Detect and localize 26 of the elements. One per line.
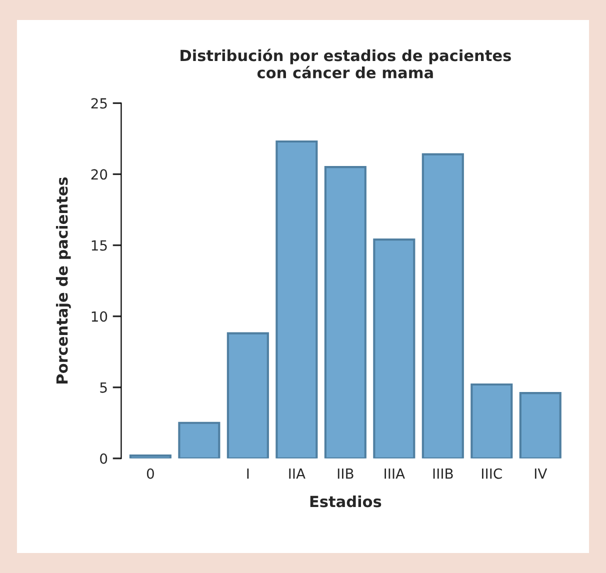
y-tick-label: 20 xyxy=(91,169,108,180)
bar xyxy=(422,153,464,458)
x-tick-label: IIIC xyxy=(482,468,502,479)
x-axis-title: Estadios xyxy=(310,495,382,508)
bar xyxy=(276,140,318,458)
y-tick-label: 25 xyxy=(91,98,107,109)
x-tick-label: IIA xyxy=(289,468,306,479)
y-tick-label: 15 xyxy=(92,240,107,251)
y-tick-label: 0 xyxy=(100,453,108,464)
bar xyxy=(519,392,562,458)
x-tick-label: IIB xyxy=(338,468,354,479)
bar xyxy=(324,166,366,458)
x-tick-label: I xyxy=(247,468,249,479)
x-tick-label: 0 xyxy=(146,468,154,479)
y-axis-title: Porcentaje de pacientes xyxy=(56,177,71,384)
y-tick-label: 5 xyxy=(100,382,107,393)
chart-title: Distribución por estadios de pacientes con cáncer de mama xyxy=(180,48,511,78)
bar xyxy=(470,383,513,458)
bar xyxy=(178,422,220,458)
x-tick-label: IV xyxy=(534,468,548,479)
bar xyxy=(373,238,416,458)
bar xyxy=(226,332,269,458)
x-tick-label: IIIB xyxy=(433,468,453,479)
x-tick-label: IIIA xyxy=(384,468,405,479)
y-tick-label: 10 xyxy=(92,311,108,322)
bar xyxy=(129,454,172,458)
